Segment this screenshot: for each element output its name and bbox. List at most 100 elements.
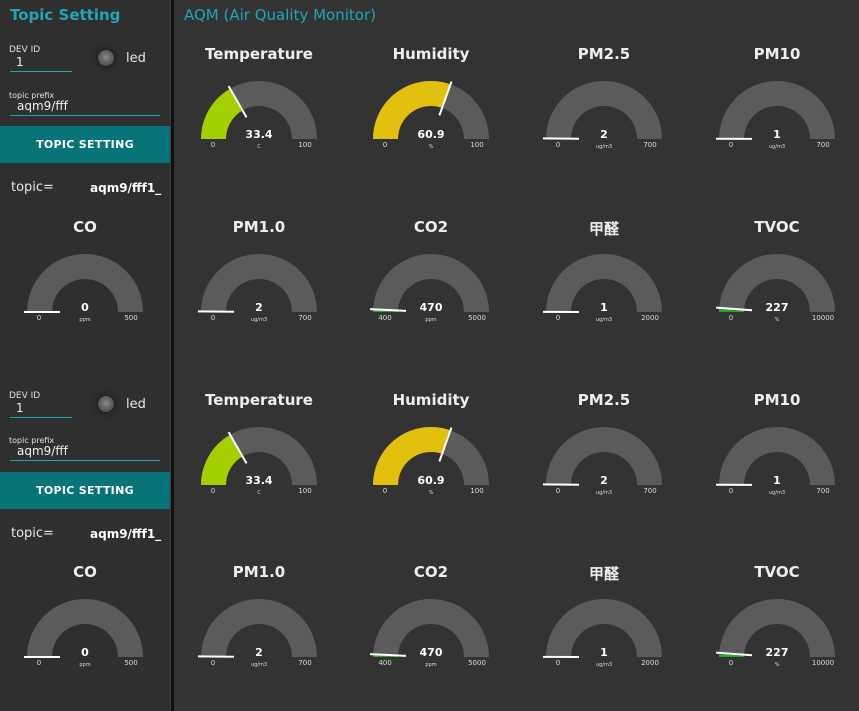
gauge-value: 0 bbox=[81, 646, 89, 659]
gauge-value: 60.9 bbox=[417, 474, 444, 487]
gauge-needle bbox=[438, 81, 453, 116]
gauge-fill bbox=[373, 81, 451, 139]
topic-prefix-input[interactable]: aqm9/fff bbox=[10, 99, 160, 116]
topic-prefix-input[interactable]: aqm9/fff bbox=[10, 444, 160, 461]
gauge-value: 33.4 bbox=[245, 128, 272, 141]
gauge-track bbox=[719, 599, 835, 657]
gauge-value: 227 bbox=[766, 646, 789, 659]
gauge-unit: C bbox=[257, 490, 261, 496]
gauge-value: 1 bbox=[600, 646, 608, 659]
topic-setting-sidebar: Topic Setting DEV ID 1 led topic prefix … bbox=[0, 0, 171, 711]
gauge-track bbox=[719, 254, 835, 312]
gauge-min: 400 bbox=[378, 314, 391, 322]
gauge-value: 1 bbox=[600, 301, 608, 314]
gauge: CO2 470 ppm 400 5000 bbox=[370, 563, 489, 693]
dev-id-input[interactable]: 1 bbox=[10, 55, 72, 72]
topic-prefix-label: topic prefix bbox=[9, 91, 55, 100]
gauge-title: 甲醛 bbox=[588, 220, 619, 238]
gauge-unit: % bbox=[775, 317, 780, 323]
gauge-track bbox=[201, 254, 317, 312]
gauge-unit: ug/m3 bbox=[769, 144, 785, 150]
gauge-value: 1 bbox=[773, 128, 781, 141]
gauge: PM10 1 ug/m3 0 700 bbox=[715, 391, 835, 521]
gauge-track bbox=[546, 427, 662, 485]
gauge-value: 1 bbox=[773, 474, 781, 487]
gauge-dial: 60.9% 0 100 bbox=[373, 81, 489, 150]
gauge-track bbox=[201, 599, 317, 657]
gauge-value: 227 bbox=[766, 301, 789, 314]
gauge: TVOC 227% 0 10000 bbox=[716, 218, 835, 348]
gauge-unit: ug/m3 bbox=[769, 490, 785, 496]
gauge-value: 0 bbox=[81, 301, 89, 314]
gauge-min: 0 bbox=[383, 141, 387, 149]
gauge-max: 100 bbox=[470, 487, 483, 495]
gauge-min: 0 bbox=[556, 659, 560, 667]
gauge-unit: ug/m3 bbox=[596, 490, 612, 496]
gauge-min: 0 bbox=[556, 487, 560, 495]
gauge-min: 0 bbox=[556, 314, 560, 322]
gauge-min: 0 bbox=[211, 487, 215, 495]
gauge-needle bbox=[227, 85, 248, 118]
gauge-unit: % bbox=[429, 490, 434, 496]
gauge-dial: 33.4 C 0 100 bbox=[201, 427, 317, 496]
gauge-max: 2000 bbox=[641, 314, 659, 322]
gauge-min: 0 bbox=[383, 487, 387, 495]
gauge: Temperature 33.4 C 0 100 bbox=[201, 45, 317, 175]
gauge-min: 0 bbox=[556, 141, 560, 149]
gauge-unit: % bbox=[429, 144, 434, 150]
topic-label: topic= bbox=[11, 180, 54, 195]
gauge-needle bbox=[370, 653, 407, 657]
gauge-unit: ug/m3 bbox=[251, 317, 267, 323]
gauge: CO2 470 ppm 400 5000 bbox=[370, 218, 489, 348]
gauge-min: 0 bbox=[37, 659, 41, 667]
gauge: Temperature 33.4 C 0 100 bbox=[201, 391, 317, 521]
gauge-dial: 470 ppm 400 5000 bbox=[370, 599, 489, 668]
topic-prefix-label: topic prefix bbox=[9, 436, 55, 445]
gauge-track bbox=[27, 599, 143, 657]
dev-id-input[interactable]: 1 bbox=[10, 401, 72, 418]
gauge: CO 0 ppm 0 500 bbox=[24, 218, 143, 348]
gauge-title: Temperature bbox=[205, 391, 313, 409]
gauge-max: 100 bbox=[298, 141, 311, 149]
gauge: PM10 1 ug/m3 0 700 bbox=[715, 45, 835, 175]
gauge-max: 700 bbox=[643, 141, 656, 149]
gauge-value: 2 bbox=[255, 301, 263, 314]
topic-label: topic= bbox=[11, 526, 54, 541]
gauge-max: 700 bbox=[816, 141, 829, 149]
gauge-title: Humidity bbox=[392, 391, 470, 409]
gauge-min: 0 bbox=[729, 314, 733, 322]
led-label: led bbox=[126, 51, 146, 66]
gauge-title: PM10 bbox=[753, 45, 801, 63]
gauge-fill bbox=[373, 427, 451, 485]
gauge-max: 10000 bbox=[812, 314, 834, 322]
gauge-dial: 227% 0 10000 bbox=[716, 254, 835, 323]
led-indicator-icon bbox=[98, 50, 114, 66]
gauge-dial: 0 ppm 0 500 bbox=[24, 254, 143, 323]
topic-value: aqm9/fff1_ bbox=[90, 527, 162, 541]
gauge-dial: 227% 0 10000 bbox=[716, 599, 835, 668]
gauge-value: 60.9 bbox=[417, 128, 444, 141]
gauge-min: 400 bbox=[378, 659, 391, 667]
gauge-max: 700 bbox=[643, 487, 656, 495]
gauge-title: CO bbox=[73, 218, 97, 236]
gauge: PM2.5 2 ug/m3 0 700 bbox=[542, 45, 662, 175]
gauge-track bbox=[373, 599, 489, 657]
gauge-dial: 470 ppm 400 5000 bbox=[370, 254, 489, 323]
gauge-value: 33.4 bbox=[245, 474, 272, 487]
gauge-max: 2000 bbox=[641, 659, 659, 667]
gauge-dial: 33.4 C 0 100 bbox=[201, 81, 317, 150]
gauge-title: TVOC bbox=[754, 563, 800, 581]
gauge-track bbox=[719, 81, 835, 139]
gauge-title: PM1.0 bbox=[232, 218, 286, 236]
topic-setting-button[interactable]: TOPIC SETTING bbox=[0, 472, 170, 509]
gauge-title: Humidity bbox=[392, 45, 470, 63]
gauge: PM2.5 2 ug/m3 0 700 bbox=[542, 391, 662, 521]
gauge-dial: 2 ug/m3 0 700 bbox=[197, 254, 317, 323]
topic-setting-button[interactable]: TOPIC SETTING bbox=[0, 126, 170, 163]
gauge-track bbox=[546, 254, 662, 312]
gauge-max: 100 bbox=[470, 141, 483, 149]
gauge-fill bbox=[201, 434, 243, 485]
gauge: PM1.0 2 ug/m3 0 700 bbox=[197, 563, 317, 693]
gauge-min: 0 bbox=[729, 659, 733, 667]
gauge-dial: 0 ppm 0 500 bbox=[24, 599, 143, 668]
